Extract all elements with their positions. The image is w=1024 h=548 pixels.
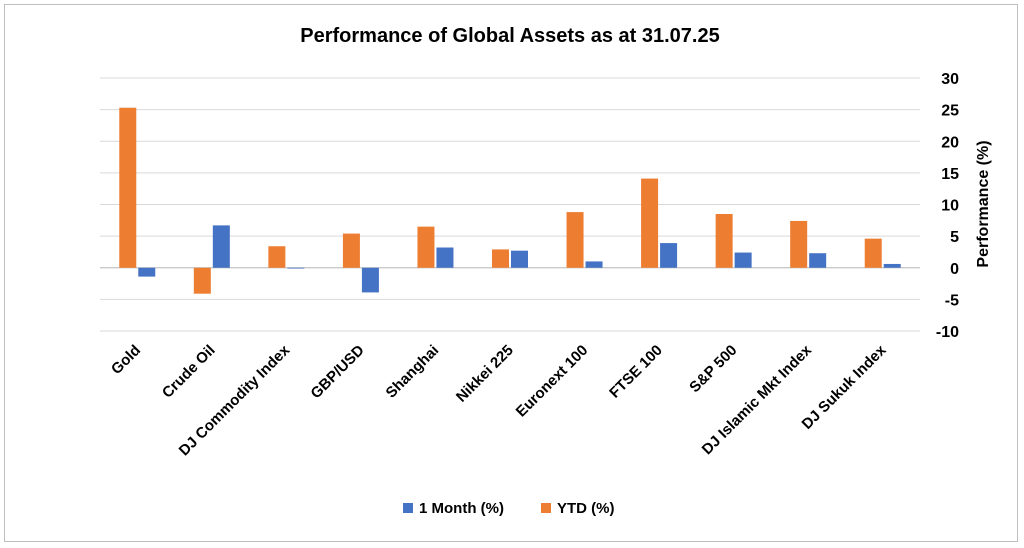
ytd-bar-7 [641,178,659,268]
y-tick-label: 5 [950,229,959,246]
one-month-bar-0 [138,267,156,277]
ytd-bar-3 [342,233,360,268]
y-tick-label: 0 [950,261,959,278]
ytd-bar-8 [715,213,733,268]
ytd-bar-4 [417,226,435,268]
y-tick-label: 20 [941,134,959,151]
chart-title: Performance of Global Assets as at 31.07… [300,25,719,47]
one-month-bar-2 [287,267,305,269]
ytd-bar-2 [268,246,286,268]
one-month-bar-8 [734,252,752,268]
ytd-bar-5 [492,249,509,268]
y-tick-label: 10 [941,198,959,215]
y-tick-label: -5 [945,292,959,309]
one-month-bar-4 [436,247,454,268]
chart-frame: Performance of Global Assets as at 31.07… [4,4,1018,542]
ytd-bar-1 [193,267,211,294]
legend-label: 1 Month (%) [419,500,504,517]
one-month-bar-7 [660,243,678,268]
one-month-bar-9 [809,253,827,268]
one-month-bar-3 [361,267,379,293]
category-label: Shanghai [383,342,443,402]
ytd-bar-6 [566,212,584,268]
category-label: S&P 500 [686,342,740,396]
y-tick-labels: 30 25 20 15 10 5 0 -5 -10 [936,71,959,341]
legend-swatch [541,503,551,513]
one-month-bar-10 [883,263,901,268]
one-month-bar-5 [511,250,528,268]
legend-swatch [403,503,413,513]
category-label: Crude Oil [159,342,219,402]
category-label: Gold [108,342,144,378]
one-month-bar-6 [585,261,603,268]
one-month-bar-1 [212,225,230,268]
category-label: Nikkei 225 [453,342,517,406]
legend: 1 Month (%) YTD (%) [403,500,615,517]
ytd-bar-10 [864,238,882,268]
legend-label: YTD (%) [557,500,615,517]
chart-svg: Performance of Global Assets as at 31.07… [100,25,992,517]
y-tick-label: 15 [941,166,959,183]
ytd-bar-9 [790,220,808,268]
gridlines [100,77,920,332]
category-label: FTSE 100 [606,342,666,402]
y-tick-label: 30 [941,71,959,88]
y-tick-label: 25 [941,103,959,120]
bars [119,107,901,294]
category-label: Euronext 100 [513,342,592,421]
category-label: GBP/USD [307,342,367,402]
y-tick-label: -10 [936,324,959,341]
ytd-bar-0 [119,107,137,268]
y-axis-label: Performance (%) [975,140,992,267]
